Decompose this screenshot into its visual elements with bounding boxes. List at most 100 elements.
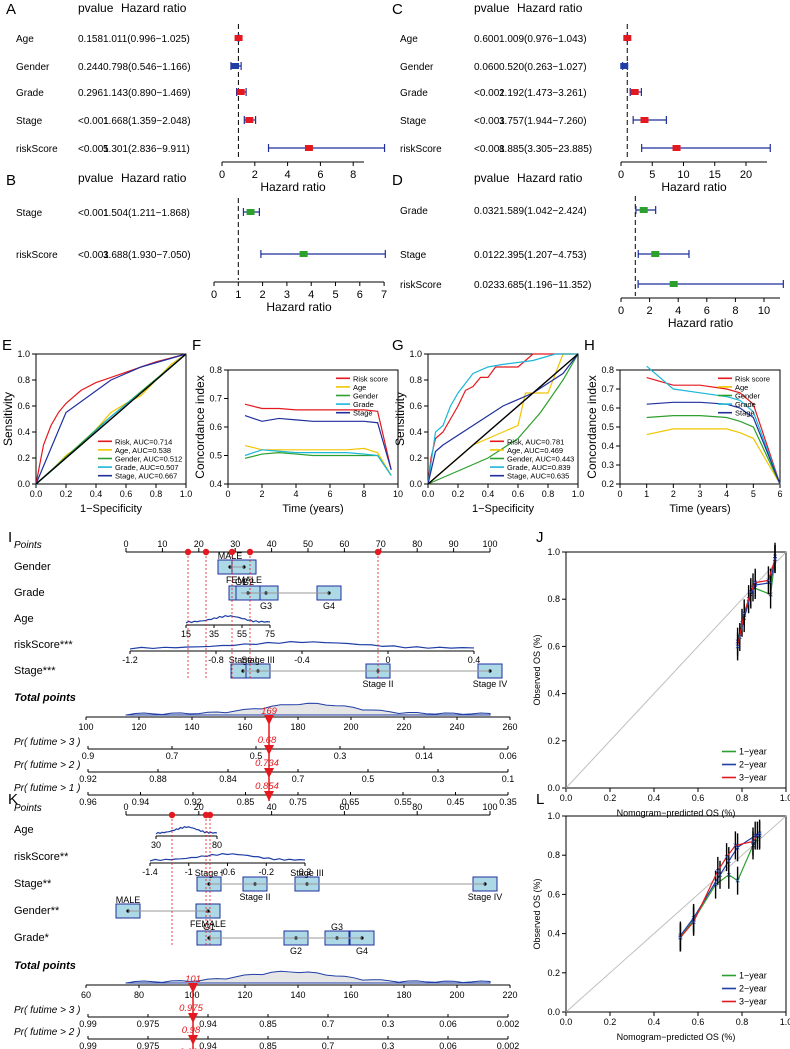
chart-g-series-line	[427, 353, 579, 485]
chart-g-series-line	[427, 353, 578, 485]
chart-g-ytick-label: 0.2	[409, 453, 422, 463]
chart-h-xtick-label: 3	[697, 489, 702, 499]
chart-g-legend-label: Gender, AUC=0.443	[507, 455, 574, 464]
nomogram-i-row-name: Grade	[14, 587, 45, 599]
chart-g-xlabel: 1−Specificity	[472, 503, 535, 515]
nomogram-i-prob-tick-label: 0.1	[502, 774, 515, 784]
chart-l-xtick-label: 0.0	[560, 1017, 573, 1027]
nomogram-k-prob-tick-label: 0.85	[259, 1019, 277, 1029]
chart-f-legend-label: Age	[353, 383, 366, 392]
chart-l-point-mark: ×	[755, 831, 760, 841]
chart-e-xtick-label: 0.8	[150, 489, 163, 499]
forest-a-row-pvalue: 0.296	[78, 88, 103, 99]
forest-a-row-hr: 1.668(1.359−2.048)	[103, 116, 191, 127]
forest-c-estimate-mark	[623, 35, 632, 41]
forest-a-estimate-mark	[236, 89, 245, 95]
chart-g-ytick-label: 0.6	[409, 401, 422, 411]
chart-f-legend-label: Risk score	[353, 374, 388, 383]
chart-g-xtick-label: 0.0	[422, 489, 435, 499]
chart-j-ytick-label: 0.8	[547, 594, 560, 604]
nomogram-i-points-tick-label: 30	[230, 539, 240, 549]
nomogram-k-total-tick-label: 100	[184, 990, 199, 1000]
nomogram-i-prob-tick-label: 0.9	[82, 751, 95, 761]
chart-g-legend-label: Risk, AUC=0.781	[507, 437, 564, 446]
chart-j-xtick-label: 0.6	[692, 793, 705, 803]
nomogram-k-prob-tick-label: 0.002	[497, 1019, 520, 1029]
forest-c-tick-label: 15	[709, 169, 721, 181]
forest-a-estimate-mark	[245, 117, 254, 123]
nomogram-k-prob-tick-label: 0.7	[322, 1041, 335, 1049]
chart-e-ytick-label: 0.2	[17, 453, 30, 463]
nomogram-i-points-tick-label: 10	[157, 539, 167, 549]
forest-a-estimate-mark	[231, 63, 240, 69]
nomogram-i-total-marker	[264, 715, 274, 725]
forest-a-row-hr: 1.143(0.890−1.469)	[103, 88, 191, 99]
forest-b-row-name: Stage	[16, 208, 43, 219]
forest-b-pvalue-header: pvalue	[78, 171, 114, 185]
nomogram-i-points-tick-label: 100	[482, 539, 497, 549]
nomogram-i-prob-label: Pr( futime > 1 )	[14, 783, 80, 794]
nomogram-k-prob-tick-label: 0.06	[439, 1019, 457, 1029]
chart-e-xtick-label: 0.2	[60, 489, 73, 499]
nomogram-k-category-label: Stage I	[195, 868, 224, 878]
nomogram-i-total-density	[125, 702, 491, 716]
nomogram-i-points-tick-label: 90	[449, 539, 459, 549]
forest-d-row-pvalue: 0.023	[474, 280, 499, 291]
nomogram-i-variable-tick-label: -1.2	[122, 655, 138, 665]
chart-h-series-line	[646, 401, 781, 485]
nomogram-k-category-label: FEMALE	[190, 919, 226, 929]
forest-c-hr-header: Hazard ratio	[517, 1, 583, 15]
nomogram-k-row-name: Gender**	[14, 905, 60, 917]
nomogram-k-prob-tick-label: 0.3	[382, 1041, 395, 1049]
forest-a-row-hr: 0.798(0.546−1.166)	[103, 62, 191, 73]
chart-j-ideal-line	[565, 551, 787, 789]
forest-d-row-hr: 2.395(1.207−4.753)	[499, 250, 587, 261]
forest-a-row-pvalue: <0.001	[78, 116, 109, 127]
nomogram-k-total-marker	[188, 983, 198, 993]
nomogram-k-total-tick-label: 220	[502, 990, 517, 1000]
panel-label-k: K	[8, 791, 18, 808]
chart-e-ytick-label: 0.6	[17, 401, 30, 411]
chart-l-xlabel: Nomogram−predicted OS (%)	[617, 1032, 736, 1042]
chart-g-xtick-label: 0.4	[482, 489, 495, 499]
forest-a-tick-label: 6	[317, 169, 323, 181]
chart-e-xtick-label: 0.0	[30, 489, 43, 499]
chart-h-series-line	[646, 415, 781, 485]
nomogram-i-prob-label: Pr( futime > 3 )	[14, 737, 80, 748]
chart-j-xtick-label: 0.4	[648, 793, 661, 803]
nomogram-i-prob-tick-label: 0.92	[184, 797, 202, 807]
nomogram-i-points-tick-label: 50	[303, 539, 313, 549]
forest-c-row-hr: 1.009(0.976−1.043)	[499, 34, 587, 45]
forest-b-row-pvalue: <0.001	[78, 250, 109, 261]
chart-h-series-line	[646, 365, 781, 485]
chart-l-legend-label: 3−year	[739, 997, 767, 1007]
forest-c-row-name: Age	[400, 34, 418, 45]
chart-j-legend-label: 3−year	[739, 773, 767, 783]
forest-d-row-pvalue: 0.012	[474, 250, 499, 261]
forest-d-tick-label: 6	[704, 305, 710, 317]
nomogram-i-prob-tick-label: 0.14	[415, 751, 433, 761]
nomogram-i-prob-tick-label: 0.94	[132, 797, 150, 807]
forest-c-pvalue-header: pvalue	[474, 1, 510, 15]
nomogram-k-total-tick-label: 120	[237, 990, 252, 1000]
nomogram-k-category-label: Stage II	[239, 892, 270, 902]
nomogram-k-row-name: Grade*	[14, 932, 50, 944]
nomogram-i-density-curve	[129, 641, 475, 650]
chart-e-xlabel: 1−Specificity	[80, 503, 143, 515]
nomogram-i-total-tick-label: 260	[502, 722, 517, 732]
chart-f-xtick-label: 2	[259, 489, 264, 499]
chart-g-legend-label: Grade, AUC=0.839	[507, 463, 571, 472]
nomogram-i-category-label: Stage II	[362, 679, 393, 689]
forest-d-estimate-mark	[651, 251, 660, 257]
forest-d-row-hr: 3.685(1.196−11.352)	[499, 280, 591, 291]
chart-e-ytick-label: 1.0	[17, 349, 30, 359]
panel-label-h: H	[584, 337, 595, 354]
chart-g-legend-label: Stage, AUC=0.635	[507, 472, 569, 481]
chart-e-xtick-label: 0.4	[90, 489, 103, 499]
chart-f-ytick-label: 0.7	[209, 394, 222, 404]
chart-e-series-line	[35, 353, 187, 485]
forest-b-tick-label: 3	[284, 289, 290, 301]
chart-j-legend-label: 2−year	[739, 760, 767, 770]
nomogram-i-guide-point	[184, 548, 192, 556]
nomogram-k-prob-tick-label: 0.975	[137, 1019, 160, 1029]
